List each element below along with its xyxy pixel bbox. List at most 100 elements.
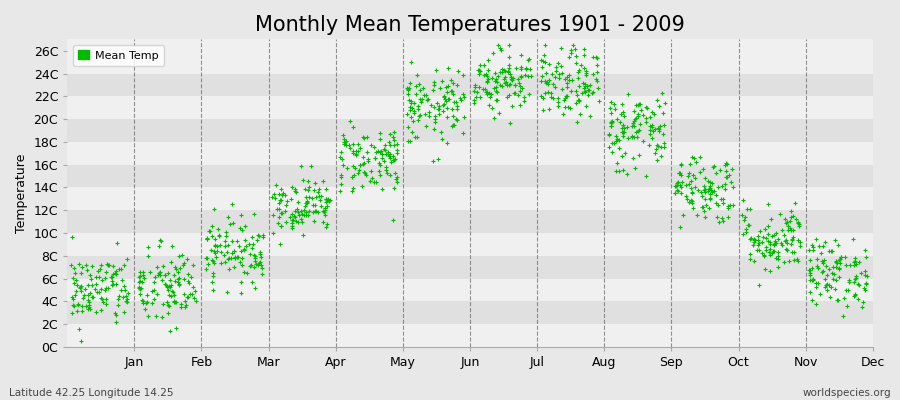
Point: [228, 255, 242, 262]
Point: [514, 74, 528, 80]
Point: [618, 150, 633, 157]
Bar: [68, 51, 873, 74]
Point: [627, 116, 642, 122]
Point: [455, 130, 470, 136]
Point: [159, 282, 174, 288]
Point: [256, 265, 270, 271]
Point: [860, 273, 874, 279]
Bar: [68, 142, 873, 165]
Point: [272, 206, 286, 213]
Point: [418, 110, 433, 117]
Point: [847, 279, 861, 285]
Point: [569, 60, 583, 66]
Point: [171, 279, 185, 286]
Point: [769, 255, 783, 262]
Point: [783, 218, 797, 224]
Point: [163, 328, 177, 334]
Point: [220, 288, 234, 295]
Point: [829, 277, 843, 283]
Point: [288, 214, 302, 220]
Point: [120, 296, 134, 303]
Point: [535, 63, 549, 70]
Point: [575, 90, 590, 96]
Point: [602, 144, 616, 150]
Point: [121, 290, 135, 296]
Point: [757, 253, 771, 260]
Point: [230, 253, 244, 260]
Point: [847, 293, 861, 300]
Point: [210, 248, 224, 254]
Point: [428, 116, 443, 122]
Point: [669, 190, 683, 197]
Point: [468, 82, 482, 88]
Point: [513, 102, 527, 109]
Point: [540, 81, 554, 88]
Point: [303, 162, 318, 169]
Point: [602, 104, 616, 111]
Point: [248, 210, 262, 217]
Point: [485, 105, 500, 111]
Point: [274, 223, 288, 230]
Point: [854, 304, 868, 310]
Point: [767, 231, 781, 238]
Point: [356, 161, 371, 167]
Point: [161, 310, 176, 316]
Point: [266, 230, 280, 236]
Point: [656, 109, 670, 116]
Point: [456, 90, 471, 97]
Point: [80, 306, 94, 312]
Point: [487, 85, 501, 91]
Point: [160, 284, 175, 290]
Point: [784, 208, 798, 214]
Point: [214, 249, 229, 256]
Point: [657, 144, 671, 150]
Point: [823, 282, 837, 288]
Point: [355, 182, 369, 189]
Point: [480, 91, 494, 97]
Point: [747, 258, 761, 264]
Point: [824, 294, 838, 300]
Bar: [68, 324, 873, 347]
Bar: [68, 256, 873, 279]
Point: [68, 280, 82, 286]
Point: [308, 208, 322, 214]
Point: [227, 248, 241, 254]
Bar: [68, 188, 873, 210]
Point: [705, 188, 719, 195]
Point: [167, 298, 182, 305]
Point: [803, 267, 817, 273]
Point: [820, 286, 834, 293]
Legend: Mean Temp: Mean Temp: [73, 45, 164, 66]
Point: [238, 237, 252, 243]
Point: [698, 189, 713, 195]
Point: [508, 82, 522, 88]
Point: [109, 312, 123, 318]
Point: [738, 226, 752, 232]
Point: [268, 194, 283, 201]
Point: [294, 216, 309, 223]
Point: [232, 225, 247, 232]
Point: [508, 82, 523, 88]
Point: [768, 241, 782, 247]
Point: [716, 195, 731, 202]
Point: [314, 193, 328, 200]
Point: [473, 94, 488, 100]
Point: [106, 271, 121, 277]
Point: [98, 269, 112, 275]
Point: [320, 196, 334, 203]
Point: [850, 261, 864, 268]
Point: [802, 267, 816, 274]
Point: [390, 141, 404, 147]
Point: [536, 95, 550, 102]
Point: [386, 134, 400, 140]
Point: [785, 236, 799, 242]
Point: [502, 42, 517, 48]
Point: [605, 140, 619, 146]
Point: [401, 96, 416, 103]
Point: [205, 258, 220, 265]
Point: [158, 272, 172, 278]
Point: [73, 288, 87, 294]
Point: [274, 210, 288, 216]
Point: [290, 206, 304, 212]
Point: [405, 128, 419, 135]
